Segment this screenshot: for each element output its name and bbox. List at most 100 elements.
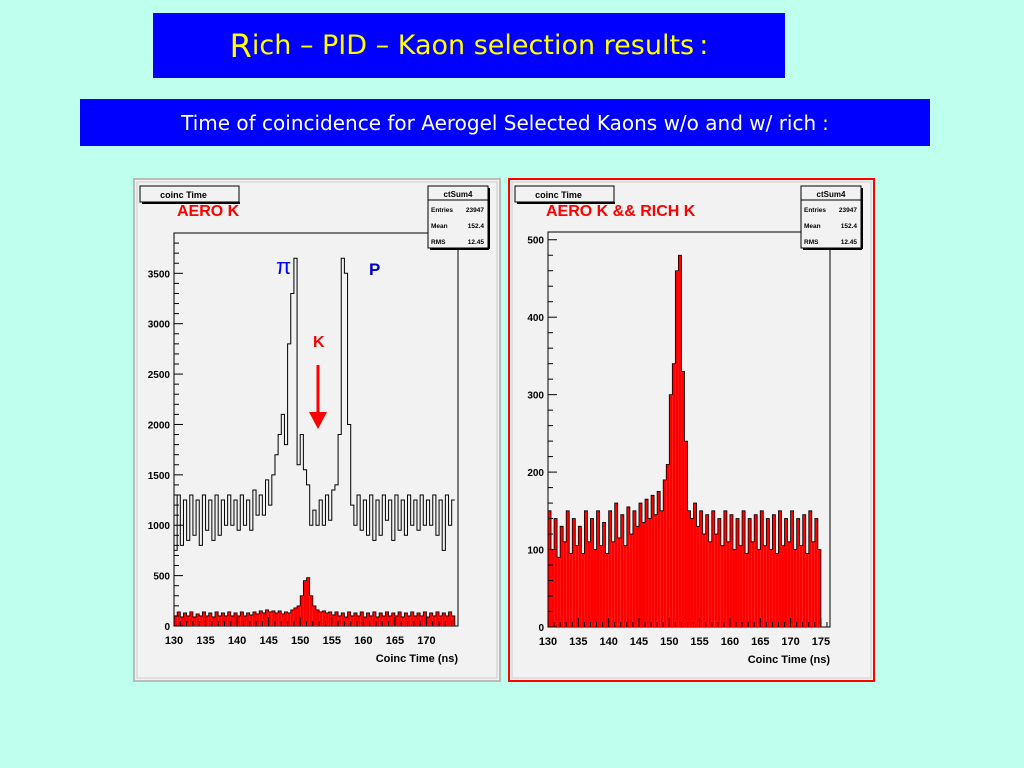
histogram-bar	[259, 610, 263, 626]
histogram-bar	[192, 616, 197, 626]
x-tick-label: 135	[569, 636, 587, 648]
histogram-bar	[629, 534, 633, 627]
plot-area	[173, 232, 459, 627]
histogram-bar	[660, 510, 664, 627]
y-tick-label: 500	[153, 572, 170, 583]
histogram-bar	[322, 610, 326, 626]
histogram-bar	[233, 612, 238, 626]
histogram-bar	[769, 549, 773, 627]
y-tick-label: 500	[527, 236, 544, 247]
histogram-bar	[407, 615, 411, 626]
histogram-bar	[554, 518, 558, 627]
histogram-bar	[262, 612, 266, 626]
histogram-bar	[189, 611, 193, 626]
y-tick-label: 100	[527, 546, 544, 557]
histogram-bar	[693, 503, 697, 627]
histogram-bar	[566, 510, 570, 627]
histogram-bar	[230, 615, 234, 626]
panel-inner-frame	[136, 181, 498, 679]
annotation-label: AERO K	[177, 203, 240, 220]
x-tick-label: 130	[165, 635, 183, 647]
stats-title: ctSum4	[444, 190, 473, 199]
histogram-bar	[648, 518, 652, 627]
histogram-bar	[560, 526, 564, 627]
histogram-bar	[757, 549, 761, 627]
histogram-bar	[599, 545, 603, 627]
y-tick-label: 0	[164, 622, 170, 633]
stats-label: Entries	[804, 207, 826, 214]
x-tick-label: 175	[812, 636, 830, 648]
histogram-bar	[557, 557, 561, 627]
histogram-bar	[590, 518, 594, 627]
histogram-bar	[237, 615, 241, 626]
stats-box	[427, 185, 489, 249]
histogram-bar	[382, 615, 386, 626]
histogram-bar	[775, 553, 779, 627]
x-tick-label: 155	[690, 636, 708, 648]
histogram-bar	[268, 611, 272, 626]
histogram-panel-aero-rich-k: 130 135 140 145 150 155 160 165 170 175 0 100 200 300…	[508, 178, 875, 682]
histogram-bar	[448, 611, 452, 626]
histogram-bar	[796, 518, 800, 627]
histogram-bar	[584, 510, 588, 627]
histogram-bar	[281, 613, 285, 626]
histogram-bar	[385, 611, 389, 626]
histogram-bar	[246, 612, 250, 626]
x-tick-label: 160	[721, 636, 739, 648]
stats-label: Mean	[804, 223, 821, 230]
histogram-bar	[180, 616, 184, 626]
histogram-bar	[754, 514, 758, 627]
histogram-bar	[766, 518, 770, 627]
histogram-bar	[353, 612, 358, 626]
histogram-name: coinc Time	[535, 190, 582, 200]
histogram-bar	[388, 615, 392, 626]
stats-label: RMS	[804, 239, 819, 246]
histogram-bar	[325, 612, 329, 626]
histogram-bar	[249, 614, 253, 626]
histogram-bar	[300, 595, 304, 626]
stats-value: 152.4	[468, 223, 485, 230]
kaon-peak-label: K	[313, 334, 325, 351]
histogram-bar	[708, 541, 712, 627]
histogram-bar	[638, 503, 642, 627]
histogram-bar	[678, 255, 682, 627]
x-tick-label: 140	[228, 635, 246, 647]
histogram-bar	[445, 615, 449, 626]
histogram-bar	[687, 510, 691, 627]
histogram-bar	[303, 580, 307, 626]
x-tick-label: 155	[323, 635, 341, 647]
histogram-bar	[265, 609, 269, 626]
pi-peak-label: π	[276, 254, 291, 279]
histogram-bar	[587, 541, 591, 627]
histogram-bar	[799, 545, 803, 627]
y-tick-label: 3000	[148, 320, 171, 331]
histogram-bar	[256, 613, 260, 626]
stats-label: RMS	[431, 239, 446, 246]
histogram-bar	[790, 510, 794, 627]
histogram-bar	[177, 611, 181, 626]
histogram-bar	[227, 611, 231, 626]
histogram-bar	[620, 514, 624, 627]
annotation-label: AERO K && RICH K	[546, 203, 696, 220]
x-tick-label: 145	[259, 635, 277, 647]
title-first-letter: R	[229, 26, 252, 65]
x-tick-label: 145	[630, 636, 648, 648]
histogram-bar	[331, 614, 335, 626]
histogram-bar	[739, 545, 743, 627]
histogram-bar	[605, 553, 609, 627]
x-tick-label: 165	[751, 636, 769, 648]
histogram-bar	[784, 518, 788, 627]
histogram-bar	[705, 514, 709, 627]
histogram-bar	[781, 545, 785, 627]
histogram-bar	[617, 537, 621, 627]
histogram-bar	[772, 514, 776, 627]
histogram-bar	[551, 549, 555, 627]
histogram-bar	[404, 612, 408, 626]
histogram-bar	[347, 611, 351, 626]
histogram-bar	[681, 371, 685, 627]
title-text: ich – PID – Kaon selection results	[251, 30, 695, 61]
histogram-bar	[316, 609, 320, 626]
histogram-bar	[435, 611, 440, 626]
x-axis-label: Coinc Time (ns)	[376, 653, 459, 665]
x-tick-label: 160	[354, 635, 372, 647]
